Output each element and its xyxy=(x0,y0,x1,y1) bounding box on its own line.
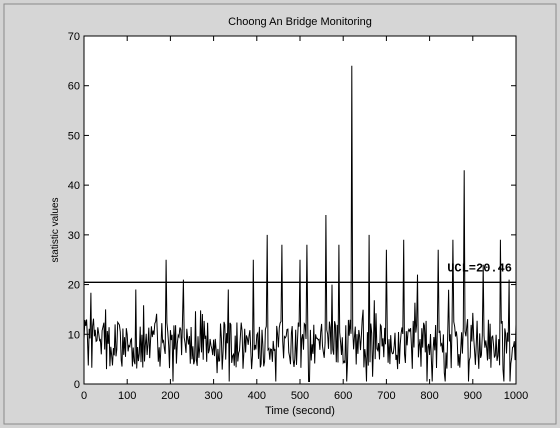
y-tick-label: 10 xyxy=(68,329,80,341)
y-tick-label: 40 xyxy=(68,180,80,192)
ucl-line-group: UCL=20.46 xyxy=(84,261,516,283)
x-tick-label: 400 xyxy=(248,390,266,402)
chart-title: Choong An Bridge Monitoring xyxy=(228,16,372,28)
y-tick-label: 70 xyxy=(68,31,80,43)
x-tick-label: 200 xyxy=(161,390,179,402)
y-tick-label: 20 xyxy=(68,280,80,292)
y-tick-label: 30 xyxy=(68,230,80,242)
x-tick-label: 800 xyxy=(420,390,438,402)
x-tick-label: 700 xyxy=(377,390,395,402)
y-axis: 0 10 20 30 40 50 60 70 xyxy=(68,31,516,391)
x-tick-label: 900 xyxy=(464,390,482,402)
x-tick-label: 500 xyxy=(291,390,309,402)
y-tick-label: 0 xyxy=(74,379,80,391)
ucl-label: UCL=20.46 xyxy=(447,261,512,275)
x-tick-label: 600 xyxy=(334,390,352,402)
x-tick-label: 100 xyxy=(118,390,136,402)
x-tick-label: 0 xyxy=(81,390,87,402)
y-axis-label: statistic values xyxy=(50,197,61,262)
x-axis-label: Time (second) xyxy=(265,405,335,417)
plot-area xyxy=(84,36,516,384)
x-tick-label: 300 xyxy=(204,390,222,402)
y-tick-label: 50 xyxy=(68,130,80,142)
series-trace xyxy=(83,65,517,382)
series-line xyxy=(83,65,517,382)
x-axis: 0 100 200 300 400 500 600 700 800 900 1000 xyxy=(81,36,528,402)
y-tick-label: 60 xyxy=(68,81,80,93)
x-tick-label: 1000 xyxy=(504,390,528,402)
